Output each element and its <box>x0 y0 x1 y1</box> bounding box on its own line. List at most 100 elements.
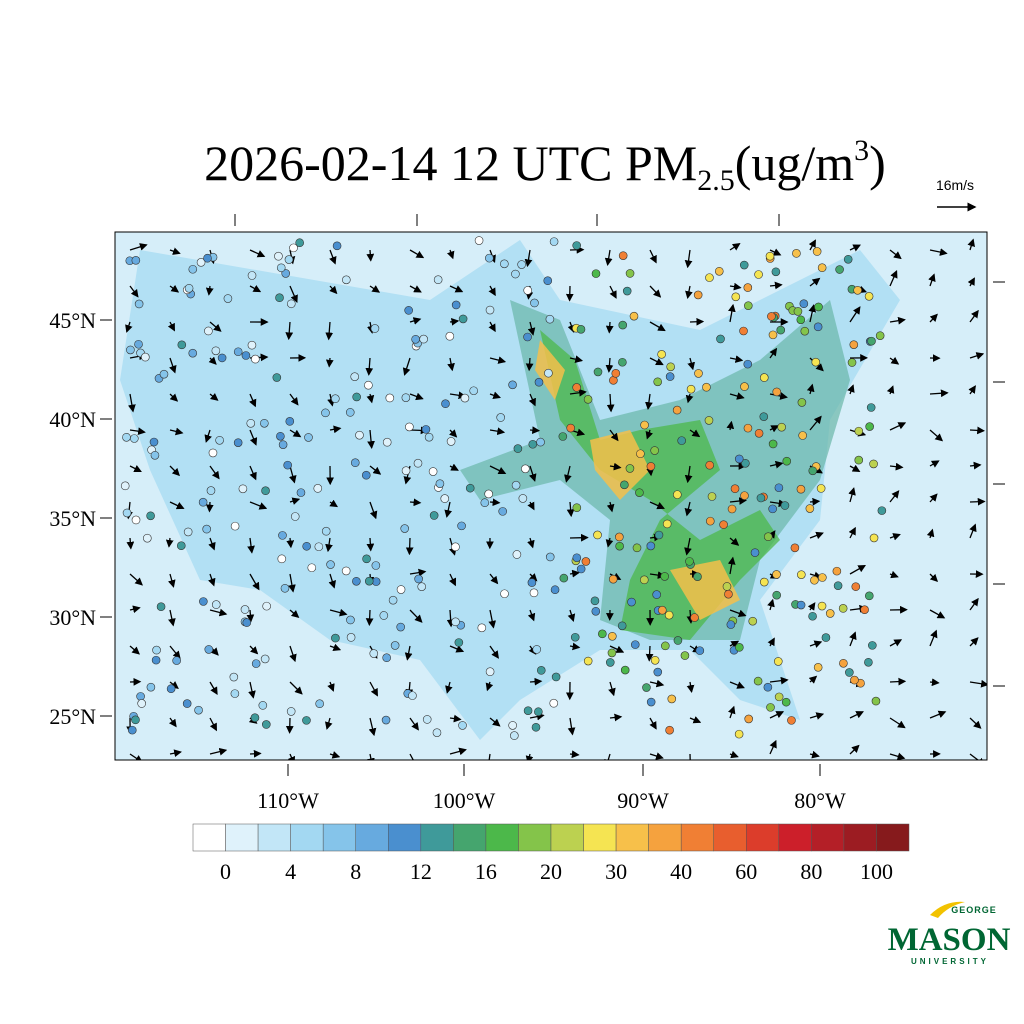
station-dot <box>673 490 682 499</box>
station-dot <box>332 241 342 251</box>
wind-arrow <box>729 392 745 400</box>
wind-arrow <box>929 629 938 647</box>
station-dot <box>566 423 575 433</box>
station-dot <box>591 269 601 278</box>
wind-arrow <box>729 750 739 759</box>
station-dot <box>781 697 791 707</box>
station-dot <box>790 543 800 553</box>
wind-arrow <box>327 681 335 692</box>
station-dot <box>615 532 624 542</box>
colorbar-box <box>192 823 226 852</box>
colorbar-label: 16 <box>475 859 497 884</box>
station-dot <box>835 265 844 274</box>
station-dot <box>184 283 194 293</box>
station-dot <box>460 393 470 403</box>
station-dot <box>743 283 753 292</box>
station-dot <box>759 577 769 587</box>
wind-arrow <box>726 420 735 431</box>
station-dot <box>534 377 544 387</box>
station-dot <box>740 491 749 500</box>
station-dot <box>474 236 484 245</box>
station-dot <box>352 576 361 586</box>
station-dot <box>166 684 176 694</box>
latitude-label: 30°N <box>49 605 96 630</box>
station-dot <box>152 645 161 655</box>
wind-arrow <box>329 499 338 508</box>
station-dot <box>127 725 137 735</box>
map-area <box>115 232 987 760</box>
station-dot <box>485 667 495 677</box>
station-dot <box>283 460 292 470</box>
wind-arrow <box>289 429 302 438</box>
colorbar-box <box>550 823 584 852</box>
station-dot <box>787 716 796 725</box>
station-dot <box>149 437 159 447</box>
station-dot <box>591 606 601 616</box>
pollution-hotspot <box>535 340 740 620</box>
station-dot <box>381 715 391 725</box>
colorbar-box <box>420 823 454 852</box>
station-dot <box>797 398 807 407</box>
station-dot <box>653 377 662 387</box>
wind-arrow <box>727 556 736 575</box>
wind-arrow <box>604 753 612 760</box>
station-dot <box>734 729 744 739</box>
station-dot <box>411 334 420 344</box>
wind-arrow <box>969 597 979 611</box>
wind-arrow <box>769 425 780 433</box>
station-dot <box>797 570 806 579</box>
colorbar-box <box>388 823 422 852</box>
station-dot <box>743 359 753 369</box>
station-dot <box>530 298 539 308</box>
station-dot <box>849 340 859 349</box>
wind-arrow <box>169 284 180 293</box>
station-dot <box>867 336 876 346</box>
wind-arrow <box>409 753 414 760</box>
station-dot <box>172 656 181 665</box>
wind-arrow <box>325 321 334 341</box>
wind-arrow <box>529 712 545 721</box>
station-dot <box>768 439 778 449</box>
station-dot <box>754 270 763 279</box>
station-dot <box>496 413 505 422</box>
station-dot <box>630 640 640 649</box>
wind-arrow <box>369 465 382 475</box>
wind-arrow <box>169 645 181 660</box>
wind-arrow <box>687 357 695 371</box>
station-dot <box>750 548 760 557</box>
colorbar-label: 40 <box>670 859 692 884</box>
station-dot <box>657 350 666 359</box>
wind-arrow <box>566 501 575 518</box>
wind-arrow <box>329 643 342 652</box>
station-dot <box>814 302 823 312</box>
station-dot <box>818 573 827 582</box>
station-dot <box>484 489 493 499</box>
station-dot <box>304 433 313 442</box>
station-dot <box>811 357 821 367</box>
station-dot <box>211 346 221 356</box>
wind-arrow <box>169 681 179 689</box>
station-dot <box>680 651 690 660</box>
station-dot <box>753 676 763 686</box>
wind-arrow <box>246 609 255 623</box>
station-dot <box>396 622 405 632</box>
station-dot <box>151 655 161 665</box>
station-dot <box>451 300 461 310</box>
wind-arrow <box>449 429 458 438</box>
station-dot <box>261 486 270 496</box>
station-dot <box>727 504 737 514</box>
wind-arrow <box>926 528 935 539</box>
wind-arrow <box>929 389 949 398</box>
wind-arrow <box>969 461 982 470</box>
station-dot <box>617 621 627 631</box>
station-dot <box>260 419 269 428</box>
wind-arrow <box>889 639 903 647</box>
station-dot <box>203 253 212 263</box>
wind-arrow <box>685 285 693 300</box>
station-dot <box>536 437 545 447</box>
wind-arrow <box>605 537 614 548</box>
wind-arrow <box>525 753 534 760</box>
station-dot <box>382 653 391 663</box>
wind-arrow <box>449 317 460 326</box>
station-dot <box>275 293 284 303</box>
